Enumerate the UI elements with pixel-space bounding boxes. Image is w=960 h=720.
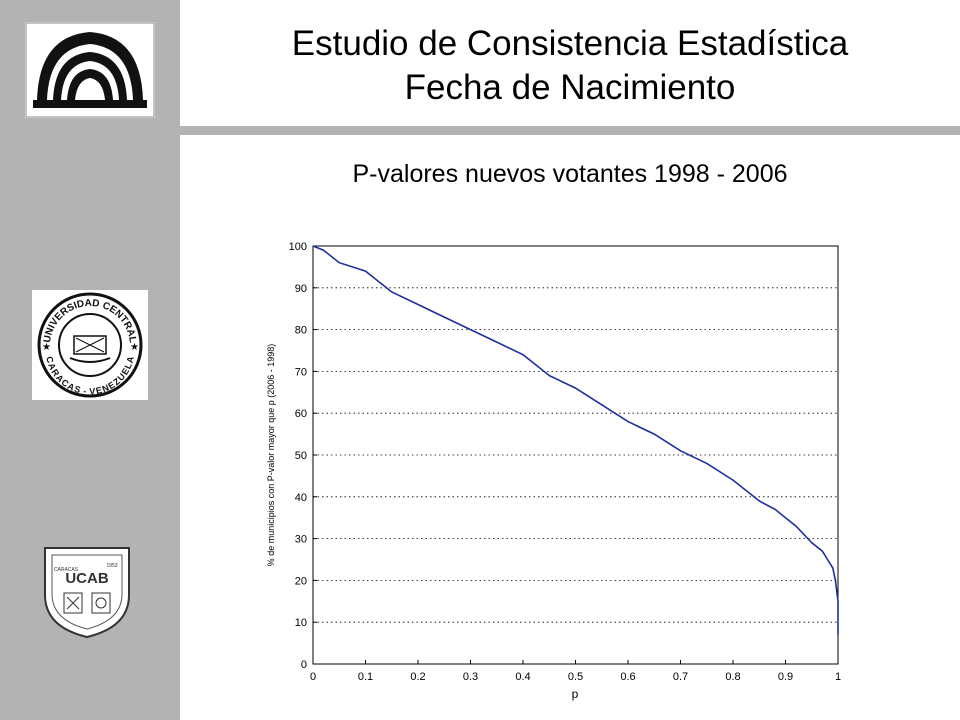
y-tick-label: 20 [295,575,307,587]
x-tick-label: 0.9 [778,671,793,683]
svg-text:★: ★ [42,342,51,353]
x-tick-label: 0 [310,671,316,683]
svg-text:★: ★ [130,342,139,353]
x-tick-label: 0.5 [568,671,583,683]
y-axis-label: % de municipios con P-valor mayor que p … [266,344,276,567]
x-tick-label: 0.6 [620,671,635,683]
arches-logo [25,22,155,118]
y-tick-label: 60 [295,408,307,420]
ucab-year: 1953 [106,563,117,569]
ucab-shield-logo: UCAB CARACAS 1953 [42,545,132,640]
p-value-series-line [312,245,839,635]
p-value-line-chart: 0 10 20 30 40 50 60 70 80 90 100 0 0.1 0.2 0.3 0.4 0.5 0… [266,241,841,701]
y-tick-label: 10 [295,617,307,629]
x-tick-label: 1 [835,671,841,683]
x-tick-label: 0.8 [725,671,740,683]
y-tick-label: 100 [289,241,307,253]
ucv-seal-icon: UNIVERSIDAD CENTRAL CARACAS - VENEZUELA … [37,292,143,398]
slide-title: Estudio de Consistencia Estadística Fech… [180,22,960,110]
y-tick-label: 90 [295,283,307,295]
ucab-shield-icon: UCAB CARACAS 1953 [44,547,130,639]
x-tick-label: 0.2 [410,671,425,683]
slide-title-line1: Estudio de Consistencia Estadística [291,24,849,63]
slide-title-line2: Fecha de Nacimiento [404,68,736,107]
ucv-seal-logo: UNIVERSIDAD CENTRAL CARACAS - VENEZUELA … [32,290,148,400]
x-tick-label: 0.7 [673,671,688,683]
y-tick-label: 80 [295,325,307,337]
y-tick-label: 50 [295,450,307,462]
y-tick-label: 70 [295,366,307,378]
x-axis-label: p [572,687,579,701]
chart-subtitle: P-valores nuevos votantes 1998 - 2006 [352,160,788,188]
y-tick-label: 0 [301,659,307,671]
ucab-city: CARACAS [54,567,79,573]
arches-logo-icon [25,22,155,118]
y-tick-label: 30 [295,534,307,546]
y-tick-label: 40 [295,492,307,504]
x-tick-label: 0.1 [358,671,373,683]
x-tick-label: 0.3 [463,671,478,683]
x-tick-label: 0.4 [515,671,530,683]
ucab-initials: UCAB [65,570,108,587]
title-divider [180,126,960,135]
